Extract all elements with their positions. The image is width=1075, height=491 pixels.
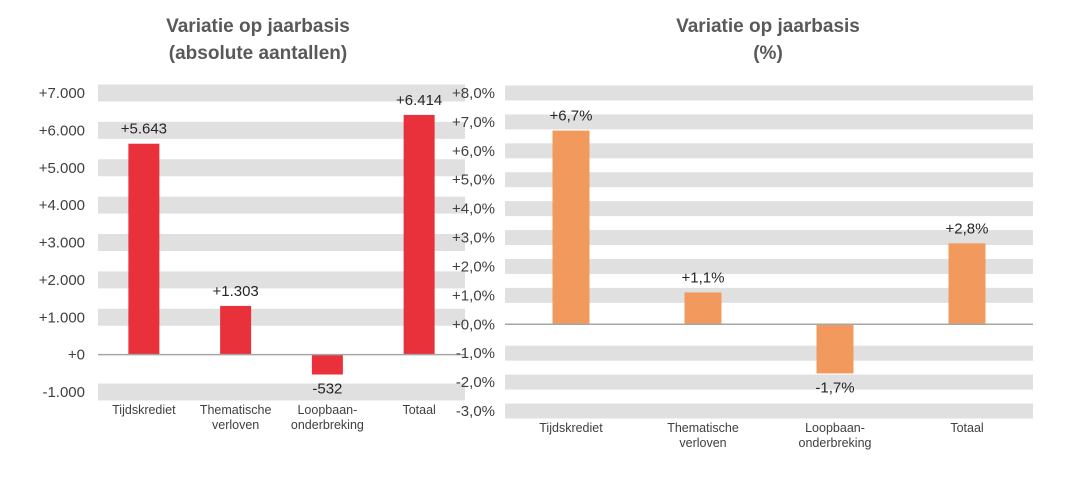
y-tick-label: -1,0% — [456, 345, 495, 362]
category-label: verloven — [679, 436, 726, 450]
y-tick-label: +6,0% — [452, 143, 495, 160]
chart-title: (absolute aantallen) — [169, 43, 347, 64]
y-tick-label: +0 — [68, 347, 85, 364]
category-label: Thematische — [200, 403, 272, 417]
data-label: +6.414 — [396, 92, 442, 109]
bar — [684, 292, 722, 325]
grid-band — [505, 374, 1033, 390]
bar — [948, 243, 986, 325]
grid-band — [505, 287, 1033, 303]
y-tick-label: +7.000 — [39, 85, 85, 102]
y-tick-label: +1,0% — [452, 287, 495, 304]
grid-band — [98, 308, 465, 326]
chart-title: (%) — [753, 43, 783, 64]
chart-2: Variatie op jaarbasis (%) +8,0% +7,0% +6,0% +… — [452, 16, 1033, 450]
grid-band — [505, 345, 1033, 361]
grid-band — [505, 143, 1033, 159]
chart-1: Variatie op jaarbasis (absolute aantallen… — [39, 16, 465, 432]
category-label: Tijdskrediet — [112, 403, 176, 417]
y-tick-label: +4,0% — [452, 201, 495, 218]
category-label: Totaal — [402, 403, 435, 417]
category-label: Thematische — [667, 421, 739, 435]
bar — [552, 130, 590, 325]
y-tick-label: +3.000 — [39, 235, 85, 252]
grid-band — [98, 121, 465, 139]
y-tick-label: +5.000 — [39, 160, 85, 177]
y-tick-label: -2,0% — [456, 374, 495, 391]
data-label: +1.303 — [212, 283, 258, 300]
grid-band — [98, 159, 465, 177]
data-label: +2,8% — [946, 220, 989, 237]
y-tick-label: -1.000 — [42, 384, 85, 401]
y-tick-label: +2.000 — [39, 272, 85, 289]
category-label: verloven — [212, 418, 259, 432]
grid-band — [98, 383, 465, 401]
y-tick-label: +6.000 — [39, 122, 85, 139]
grid-band — [98, 84, 465, 102]
grid-band — [505, 114, 1033, 130]
bar — [816, 324, 854, 374]
y-tick-label: +8,0% — [452, 85, 495, 102]
y-tick-label: +1.000 — [39, 309, 85, 326]
grid-band — [505, 85, 1033, 101]
bar — [220, 305, 252, 355]
data-label: +6,7% — [550, 108, 593, 125]
y-tick-label: +7,0% — [452, 114, 495, 131]
chart-title: Variatie op jaarbasis — [676, 16, 860, 37]
bar — [403, 114, 435, 355]
grid-band — [505, 201, 1033, 217]
data-label: +5.643 — [121, 121, 167, 138]
y-tick-label: +4.000 — [39, 197, 85, 214]
bar — [311, 354, 343, 375]
category-label: Loopbaan- — [297, 403, 357, 417]
grid-band — [505, 258, 1033, 274]
grid-band — [505, 403, 1033, 419]
bar — [128, 143, 160, 355]
grid-band — [98, 234, 465, 251]
category-label: Tijdskrediet — [539, 421, 603, 435]
category-label: Loopbaan- — [805, 421, 865, 435]
chart-title: Variatie op jaarbasis — [166, 16, 350, 37]
y-tick-label: +5,0% — [452, 172, 495, 189]
data-label: -532 — [312, 381, 342, 398]
category-label: onderbreking — [291, 418, 364, 432]
grid-band — [505, 172, 1033, 188]
data-label: -1,7% — [815, 379, 854, 396]
grid-band — [98, 271, 465, 289]
y-tick-label: +3,0% — [452, 230, 495, 247]
grid-band — [505, 230, 1033, 246]
grid-band — [98, 196, 465, 214]
category-label: Totaal — [950, 421, 983, 435]
y-tick-label: -3,0% — [456, 403, 495, 420]
y-tick-label: +0,0% — [452, 316, 495, 333]
category-label: onderbreking — [799, 436, 872, 450]
y-tick-label: +2,0% — [452, 258, 495, 275]
data-label: +1,1% — [682, 269, 725, 286]
